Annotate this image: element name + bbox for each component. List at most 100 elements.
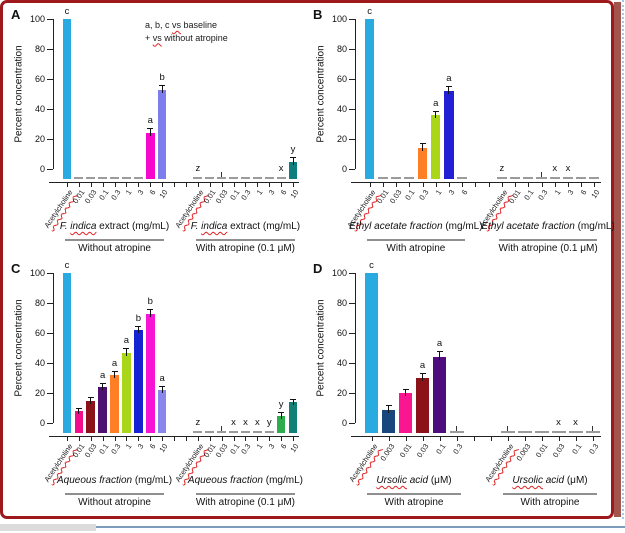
significance-letter: z [499, 163, 505, 174]
legend-line-part: a, b, c [145, 20, 173, 30]
error-bar-cap [419, 373, 426, 374]
bar [145, 133, 155, 179]
significance-letter: a [433, 97, 439, 109]
y-axis [355, 273, 357, 423]
legend-line: a, b, c vs baseline [145, 19, 228, 32]
y-tick [349, 139, 355, 141]
x-tick [233, 183, 235, 187]
error-bar-cap [432, 110, 439, 112]
x-tick [209, 437, 211, 441]
error-bar-line [125, 348, 127, 356]
error-bar-cap [290, 398, 297, 400]
significance-letter: y [278, 399, 284, 410]
zero-dash [404, 177, 415, 179]
error-bar-line [405, 388, 406, 396]
x-tick [475, 183, 477, 187]
zero-dash [217, 431, 227, 433]
zero-dash [536, 177, 547, 179]
y-tick-label: 0 [39, 417, 45, 428]
group-caption: Ursolic acid (μM) [455, 475, 625, 486]
y-axis-title: Percent concentration [315, 45, 327, 143]
group-rule [499, 239, 597, 241]
y-tick [349, 79, 355, 81]
page-edge-strip [614, 2, 621, 517]
x-tick [269, 437, 271, 441]
x-tick [281, 183, 283, 187]
bar [62, 273, 72, 433]
x-tick [90, 437, 92, 441]
x-tick [114, 437, 116, 441]
error-bar-cap [87, 397, 94, 398]
error-bar-cap [419, 143, 426, 144]
zero-err-tick [220, 172, 223, 177]
significance-letter: a [99, 369, 106, 381]
x-tick [221, 183, 223, 187]
x-tick [138, 437, 140, 441]
significance-letter: c [64, 6, 70, 17]
error-bar-line [149, 128, 151, 136]
error-bar-line [439, 350, 440, 360]
group-rule [195, 239, 295, 241]
x-tick [422, 183, 424, 187]
y-tick-label: 100 [331, 267, 347, 278]
error-bar-line [161, 84, 163, 93]
error-bar-cap [385, 405, 392, 407]
error-bar-cap [123, 348, 130, 350]
legend-line-part: + [145, 32, 153, 43]
y-tick-label: 60 [336, 327, 347, 338]
y-tick [47, 139, 53, 141]
significance-letter: c [369, 260, 374, 271]
panel-C: C Percent concentration 0 20 40 60 80 100 c Acety… [7, 259, 307, 511]
group-caption: Aqueous fraction (mg/mL) [20, 475, 210, 486]
zero-dash [217, 177, 227, 179]
group-caption-part: acid [406, 475, 429, 486]
bar [145, 313, 155, 433]
group-caption-part: (mg/mL) [442, 221, 483, 232]
y-tick-label: 0 [39, 163, 45, 174]
panel-letter: D [313, 261, 323, 276]
y-tick-label: 20 [336, 133, 347, 144]
zero-dash [496, 177, 507, 179]
x-tick [528, 183, 530, 187]
group-rule [195, 493, 295, 495]
x-tick [126, 183, 128, 187]
significance-letter: z [195, 417, 201, 428]
error-bar-line [448, 86, 450, 94]
bar [399, 393, 412, 433]
y-axis-title: Percent concentration [13, 299, 25, 397]
zero-dash [549, 177, 560, 179]
significance-letter: a [446, 73, 452, 84]
x-tick [592, 437, 594, 441]
error-bar-line [114, 370, 116, 378]
group-rule [367, 239, 465, 241]
bar [86, 400, 96, 433]
error-bar-line [422, 373, 423, 381]
x-tick [245, 183, 247, 187]
x-tick [490, 437, 492, 441]
zero-dash [241, 177, 250, 179]
x-tick [554, 183, 556, 187]
bar [110, 375, 119, 433]
bar [157, 89, 167, 179]
x-tick [371, 437, 373, 441]
bar [276, 415, 286, 433]
error-bar-line [137, 325, 139, 333]
condition-label: With atropine (0.1 μM) [195, 243, 295, 254]
group-caption: Ethyl acetate fraction (mg/mL) [453, 221, 625, 232]
group-caption-part: (mg/mL) [574, 221, 615, 232]
error-bar-line [388, 405, 389, 413]
significance-letter: x [231, 417, 236, 428]
x-tick [388, 437, 390, 441]
y-tick-label: 0 [341, 417, 347, 428]
group-caption-part: indica [70, 221, 97, 232]
legend-line: + vs without atropine [145, 32, 228, 45]
panel-letter: B [313, 7, 323, 22]
bar [122, 352, 131, 433]
group-caption-part: Aqueous fraction [57, 475, 133, 486]
significance-letter: x [552, 163, 558, 174]
group-caption-part: Ursolic [512, 475, 543, 486]
zero-dash [122, 177, 131, 179]
x-tick [102, 437, 104, 441]
group-caption-part: (mg/mL) [262, 475, 303, 486]
zero-dash [523, 177, 534, 179]
